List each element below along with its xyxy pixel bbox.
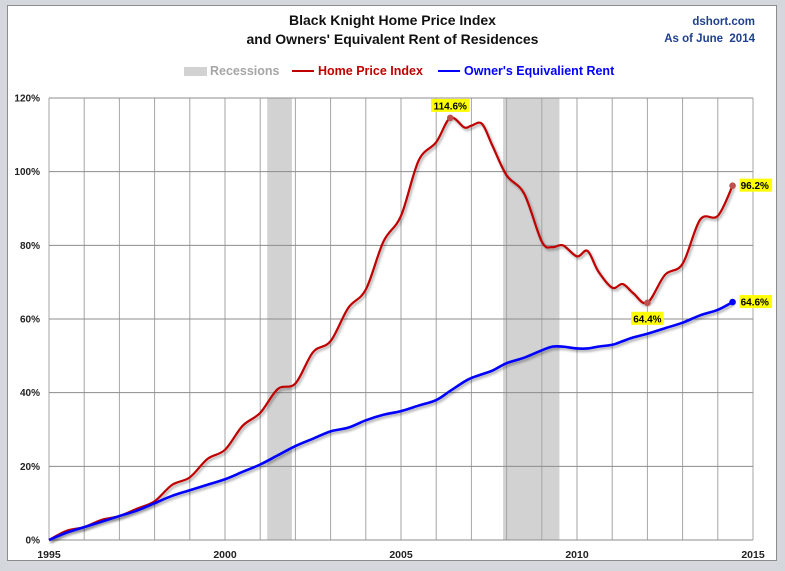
y-tick-label: 0% [26,536,41,547]
data-label-highlight [631,311,664,325]
data-label: 96.2% [741,181,769,192]
as-of-label: As of June 2014 [664,33,755,45]
data-label: 64.6% [741,298,769,309]
source-block: dshort.com As of June 2014 [664,14,755,48]
data-point-marker [446,114,454,122]
data-label-highlight [739,295,773,309]
y-tick-label: 20% [20,462,40,473]
legend-label-recessions: Recessions [210,64,280,78]
data-label-highlight [430,98,470,112]
y-axis-ticks: 0% 20% 40% 60% 80% 100% 120% [14,94,40,547]
recession-swatch-icon [184,66,207,76]
data-label: 64.4% [633,314,661,325]
x-tick-label: 2010 [565,549,589,561]
series-lines [48,116,734,542]
data-point-marker [729,182,736,189]
chart-title: Black Knight Home Price Index and Owners… [0,11,785,49]
legend-item-oer: Owner's Equivalient Rent [438,64,614,78]
gridlines [48,97,754,541]
y-tick-label: 120% [14,94,40,105]
x-axis-ticks: 1995 2000 2005 2010 2015 [37,549,765,561]
title-line-1: Black Knight Home Price Index [289,12,496,28]
oer-line-swatch-icon [438,70,460,72]
x-tick-label: 2005 [389,549,413,561]
data-point-marker [644,299,651,307]
legend: Recessions Home Price Index Owner's Equi… [0,64,785,80]
source-label: dshort.com [692,16,755,28]
x-tick-label: 1995 [37,549,61,561]
title-line-2: and Owners' Equivalent Rent of Residence… [246,31,539,47]
data-labels: 114.6% 64.4% 96.2% 64.6% [430,98,773,325]
y-tick-label: 100% [14,167,40,178]
y-tick-label: 60% [20,315,40,326]
data-label-highlight [739,178,773,192]
hpi-line-swatch-icon [292,70,314,72]
x-tick-label: 2000 [213,549,237,561]
y-tick-label: 40% [20,388,40,399]
data-label: 114.6% [434,101,467,112]
y-tick-label: 80% [20,241,40,252]
legend-label-hpi: Home Price Index [318,64,423,78]
legend-item-hpi: Home Price Index [292,64,423,78]
data-point-marker [729,298,736,306]
hpi-line [48,116,734,541]
x-tick-label: 2015 [741,549,765,561]
legend-item-recessions: Recessions [184,64,279,78]
legend-label-oer: Owner's Equivalient Rent [464,64,615,78]
oer-line [48,300,734,542]
